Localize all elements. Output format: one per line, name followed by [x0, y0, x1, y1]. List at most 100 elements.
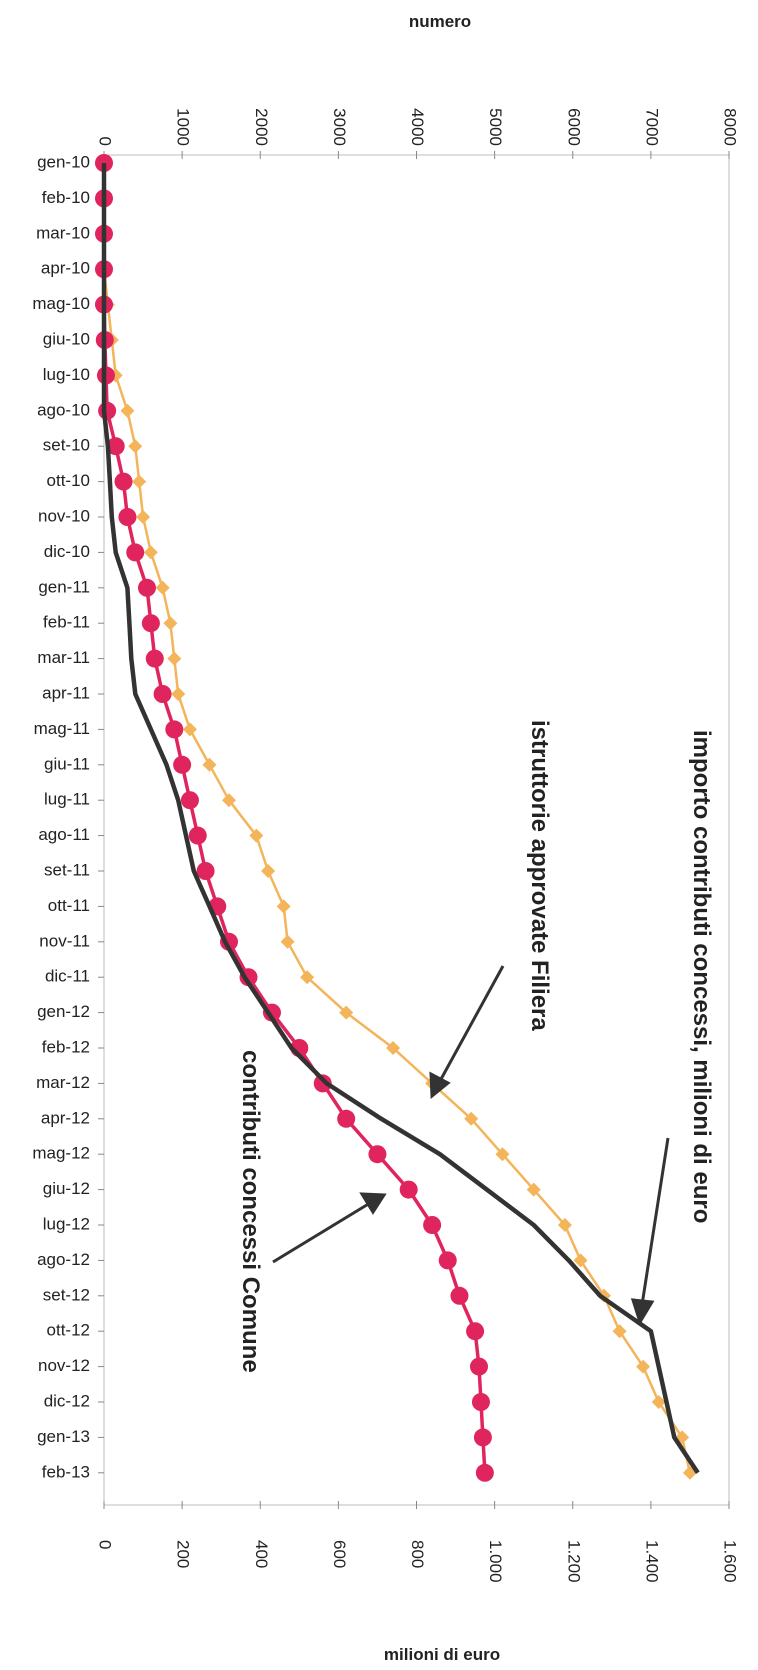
series-filiera-point — [464, 1111, 479, 1126]
arrow-comune-head — [359, 1192, 387, 1215]
top-axis: 0 1000 2000 3000 4000 5000 6000 7000 8000 — [96, 108, 740, 159]
arrow-comune — [272, 1201, 371, 1264]
series-filiera-point — [202, 757, 217, 772]
series-filiera-point — [612, 1324, 627, 1339]
series-filiera-point — [339, 1005, 354, 1020]
category-label: feb-10 — [42, 188, 90, 207]
series-comune-point — [141, 614, 160, 633]
category-label: mar-12 — [36, 1073, 90, 1092]
category-label: lug-11 — [44, 790, 90, 809]
category-label: giu-12 — [43, 1179, 90, 1198]
bottom-tick-label: 800 — [408, 1540, 427, 1568]
category-label: apr-12 — [41, 1108, 90, 1127]
category-label: set-10 — [43, 436, 90, 455]
series-comune-point — [153, 685, 172, 703]
category-label: giu-11 — [44, 754, 90, 773]
category-label: ott-12 — [47, 1321, 90, 1340]
annotation-arrows — [272, 965, 670, 1326]
series-comune-point — [118, 508, 137, 526]
series-filiera-point — [128, 439, 143, 454]
category-label: nov-12 — [38, 1356, 90, 1375]
bottom-tick-label: 600 — [330, 1540, 349, 1568]
series-filiera-point — [132, 474, 147, 489]
category-label: mag-10 — [32, 294, 90, 313]
series-filiera-point — [163, 616, 178, 631]
category-axis: gen-10 feb-10 mar-10 apr-10 mag-10 giu-10 lug-… — [32, 152, 104, 1481]
category-label: ago-11 — [38, 825, 90, 844]
bottom-tick-label: 1.400 — [642, 1540, 661, 1583]
series-filiera-point — [526, 1182, 541, 1197]
series-comune-point — [126, 543, 145, 562]
series-comune-point — [337, 1109, 356, 1128]
annotation-comune: contributi concessi Comune — [237, 1050, 264, 1373]
annotation-filiera: istruttorie approvate Filiera — [526, 720, 553, 1031]
series-comune-point — [106, 437, 125, 456]
category-label: ago-10 — [37, 400, 90, 419]
series-filiera-point — [557, 1218, 572, 1232]
arrow-importo — [640, 1137, 670, 1306]
category-label: feb-11 — [43, 613, 90, 632]
series-filiera-point — [300, 970, 315, 985]
series-comune-point — [188, 826, 207, 845]
top-tick-label: 4000 — [408, 108, 427, 146]
series-filiera-point — [280, 934, 295, 949]
series-comune-point — [399, 1180, 418, 1199]
category-label: feb-13 — [42, 1462, 90, 1481]
series-filiera-point — [636, 1359, 651, 1374]
series-comune-point — [180, 791, 199, 810]
category-label: set-11 — [44, 860, 90, 879]
category-label: lug-12 — [43, 1214, 90, 1233]
bottom-axis: 0 200 400 600 800 1.000 1.200 1.400 1.600 — [96, 1501, 740, 1583]
series-filiera-point — [261, 864, 276, 878]
series-filiera-point — [573, 1253, 588, 1268]
bottom-tick-label: 0 — [96, 1540, 115, 1549]
category-label: gen-10 — [37, 152, 90, 171]
series-filiera-point — [182, 722, 197, 737]
category-label: mag-11 — [34, 719, 90, 738]
arrow-filiera-head — [429, 1071, 451, 1100]
category-label: ott-11 — [48, 896, 90, 915]
bottom-tick-label: 1.600 — [721, 1540, 740, 1583]
annotation-importo: importo contributi concessi, milioni di … — [688, 730, 715, 1223]
top-tick-label: 7000 — [642, 108, 661, 146]
top-tick-label: 2000 — [252, 108, 271, 146]
arrow-filiera — [438, 965, 505, 1082]
series-comune-point — [137, 578, 156, 597]
series-layer — [95, 154, 700, 1482]
category-label: gen-11 — [38, 577, 90, 596]
plot-area — [103, 154, 730, 1506]
category-label: ago-12 — [37, 1250, 90, 1269]
series-importo — [101, 163, 700, 1475]
top-tick-label: 8000 — [721, 108, 740, 146]
series-filiera-point — [136, 510, 151, 524]
series-comune-point — [165, 720, 184, 739]
series-comune-point — [98, 401, 117, 420]
category-label: lug-10 — [43, 365, 90, 384]
series-filiera-point — [171, 687, 186, 701]
top-tick-label: 0 — [96, 137, 115, 146]
top-tick-label: 6000 — [564, 108, 583, 146]
series-comune-point — [475, 1463, 494, 1482]
series-comune-point — [313, 1074, 332, 1093]
series-filiera-point — [249, 828, 264, 843]
category-label: dic-11 — [45, 967, 90, 986]
series-filiera-point — [495, 1147, 510, 1162]
category-label: mag-12 — [32, 1144, 90, 1163]
series-filiera-point — [276, 899, 291, 914]
category-label: giu-10 — [43, 329, 90, 348]
series-filiera-line — [102, 163, 692, 1474]
category-label: set-12 — [43, 1285, 90, 1304]
series-importo-line — [101, 163, 700, 1475]
bottom-tick-label: 1.000 — [486, 1540, 505, 1583]
arrow-importo-head — [630, 1298, 655, 1326]
series-filiera — [97, 156, 697, 1480]
series-filiera-point — [222, 793, 236, 808]
category-label: mar-11 — [37, 648, 90, 667]
category-label: gen-12 — [37, 1002, 90, 1021]
series-comune-point — [423, 1216, 442, 1234]
bottom-axis-title: milioni di euro — [384, 1645, 500, 1664]
top-axis-title: numero — [409, 12, 471, 31]
series-comune-point — [368, 1145, 387, 1164]
series-comune-point — [438, 1251, 457, 1270]
